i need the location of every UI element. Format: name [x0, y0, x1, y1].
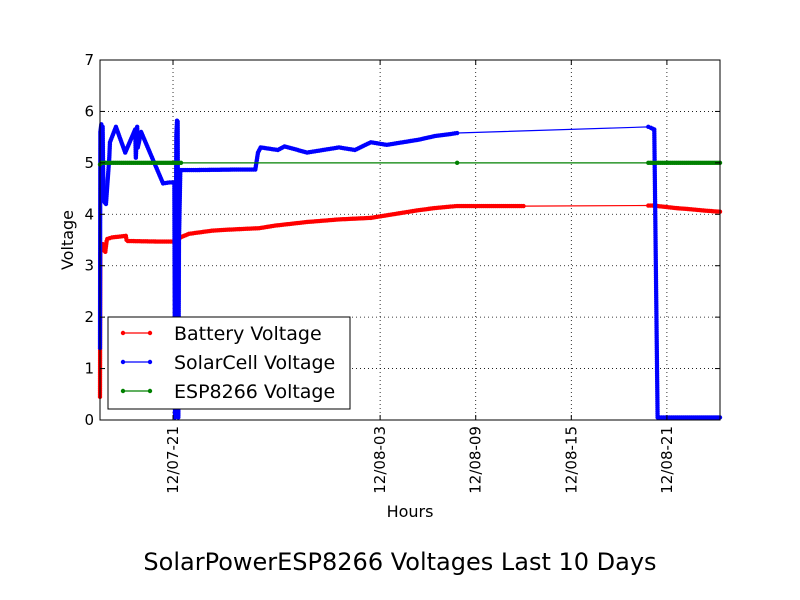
- y-tick-label: 5: [84, 154, 94, 172]
- y-tick-label: 4: [84, 205, 94, 223]
- data-point: [454, 160, 460, 166]
- x-tick-label: 12/07-21: [164, 426, 182, 494]
- y-tick-label: 3: [84, 257, 94, 275]
- y-tick-label: 7: [84, 51, 94, 69]
- legend-marker: [147, 388, 153, 394]
- x-tick-label: 12/08-03: [371, 426, 389, 494]
- x-tick-label: 12/08-21: [658, 426, 676, 494]
- data-point: [454, 130, 460, 136]
- x-tick-label: 12/08-09: [467, 426, 485, 494]
- legend-marker: [120, 359, 126, 365]
- legend-marker: [120, 388, 126, 394]
- legend-label: ESP8266 Voltage: [174, 381, 335, 403]
- legend-marker: [147, 330, 153, 336]
- legend-label: SolarCell Voltage: [174, 352, 335, 374]
- legend-marker: [120, 330, 126, 336]
- data-point: [521, 203, 526, 209]
- y-tick-label: 1: [84, 360, 94, 378]
- legend-marker: [147, 359, 153, 365]
- plot-frame: [99, 59, 721, 421]
- legend: Battery Voltage SolarCell Voltage ESP8266 …: [107, 316, 351, 410]
- y-axis-label: Voltage: [58, 210, 77, 270]
- chart-title: SolarPowerESP8266 Voltages Last 10 Days: [143, 548, 656, 576]
- x-tick-label: 12/08-15: [562, 426, 580, 494]
- y-tick-label: 0: [84, 411, 94, 429]
- data-point: [178, 160, 184, 166]
- x-axis-label: Hours: [387, 502, 434, 521]
- y-tick-label: 2: [84, 308, 94, 326]
- y-tick-label: 6: [84, 102, 94, 120]
- legend-label: Battery Voltage: [174, 323, 322, 345]
- axis-ticks: 0 1 2 3 4 5 6 7 12/07-21 12/08-03 12/08-09 12/08-15…: [84, 51, 720, 494]
